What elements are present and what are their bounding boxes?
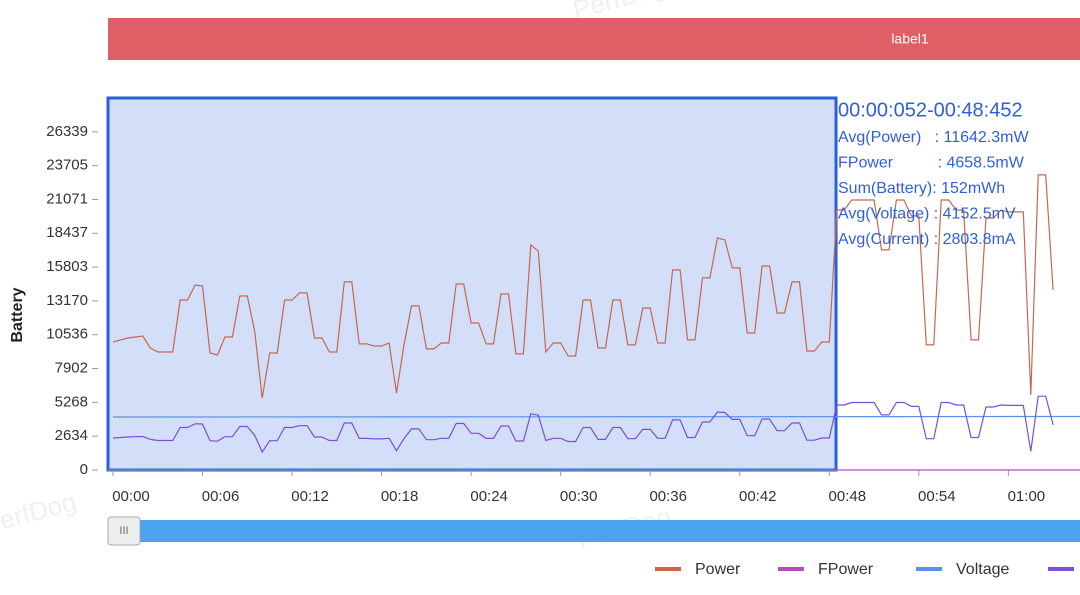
legend-swatch (778, 567, 804, 571)
x-tick-label: 00:48 (829, 488, 867, 505)
y-tick-label: 2634 (55, 427, 88, 444)
x-tick-label: 00:24 (470, 488, 508, 505)
y-tick-label: 23705 (46, 157, 88, 174)
selection-range: 00:00:052-00:48:452 (838, 99, 1023, 121)
y-tick-label: 13170 (46, 292, 88, 309)
y-tick-label: 15803 (46, 258, 88, 275)
x-tick-label: 00:42 (739, 488, 777, 505)
x-tick-label: 00:00 (112, 488, 150, 505)
header-label: label1 (891, 31, 929, 47)
x-tick-label: 00:30 (560, 488, 598, 505)
x-tick-label: 01:00 (1008, 488, 1046, 505)
x-tick-label: 00:36 (649, 488, 687, 505)
y-tick-label: 0 (80, 461, 88, 478)
x-tick-label: 00:18 (381, 488, 419, 505)
legend-label: Voltage (956, 561, 1009, 578)
x-tick-label: 00:54 (918, 488, 956, 505)
legend-label: FPower (818, 561, 874, 578)
legend-swatch (916, 567, 942, 571)
legend: Power FPower Voltage (655, 561, 1074, 578)
selection-stat: Avg(Voltage) : 4152.5mV (838, 206, 1016, 223)
slider-track[interactable] (108, 520, 1080, 542)
legend-label: Power (695, 561, 741, 578)
y-tick-label: 10536 (46, 326, 88, 343)
y-tick-label: 18437 (46, 224, 88, 241)
series-line (112, 174, 1054, 399)
series-line (112, 395, 1054, 454)
watermark: PerfDog (0, 486, 79, 540)
x-tick-label: 00:12 (291, 488, 329, 505)
selection-stat: Sum(Battery): 152mWh (838, 180, 1005, 197)
selection-stat: Avg(Current) : 2803.8mA (838, 231, 1016, 248)
y-tick-label: 5268 (55, 393, 88, 410)
slider-handle[interactable] (107, 516, 141, 546)
header-bar (108, 18, 1080, 60)
y-axis-label: Battery (9, 287, 26, 342)
legend-swatch (1048, 567, 1074, 571)
selection-stat: Avg(Power) : 11642.3mW (838, 129, 1029, 146)
y-tick-label: 7902 (55, 360, 88, 377)
plot: 0 2634 5268 7902 10536 13170 15803 18437 21071 23… (46, 96, 1080, 505)
y-tick-label: 21071 (46, 190, 88, 207)
x-tick-label: 00:06 (202, 488, 240, 505)
legend-swatch (655, 567, 681, 571)
series-line (112, 415, 1080, 418)
selection-stat: FPower : 4658.5mW (838, 155, 1025, 172)
y-tick-label: 26339 (46, 123, 88, 140)
slider-handle-label: III (119, 525, 128, 537)
